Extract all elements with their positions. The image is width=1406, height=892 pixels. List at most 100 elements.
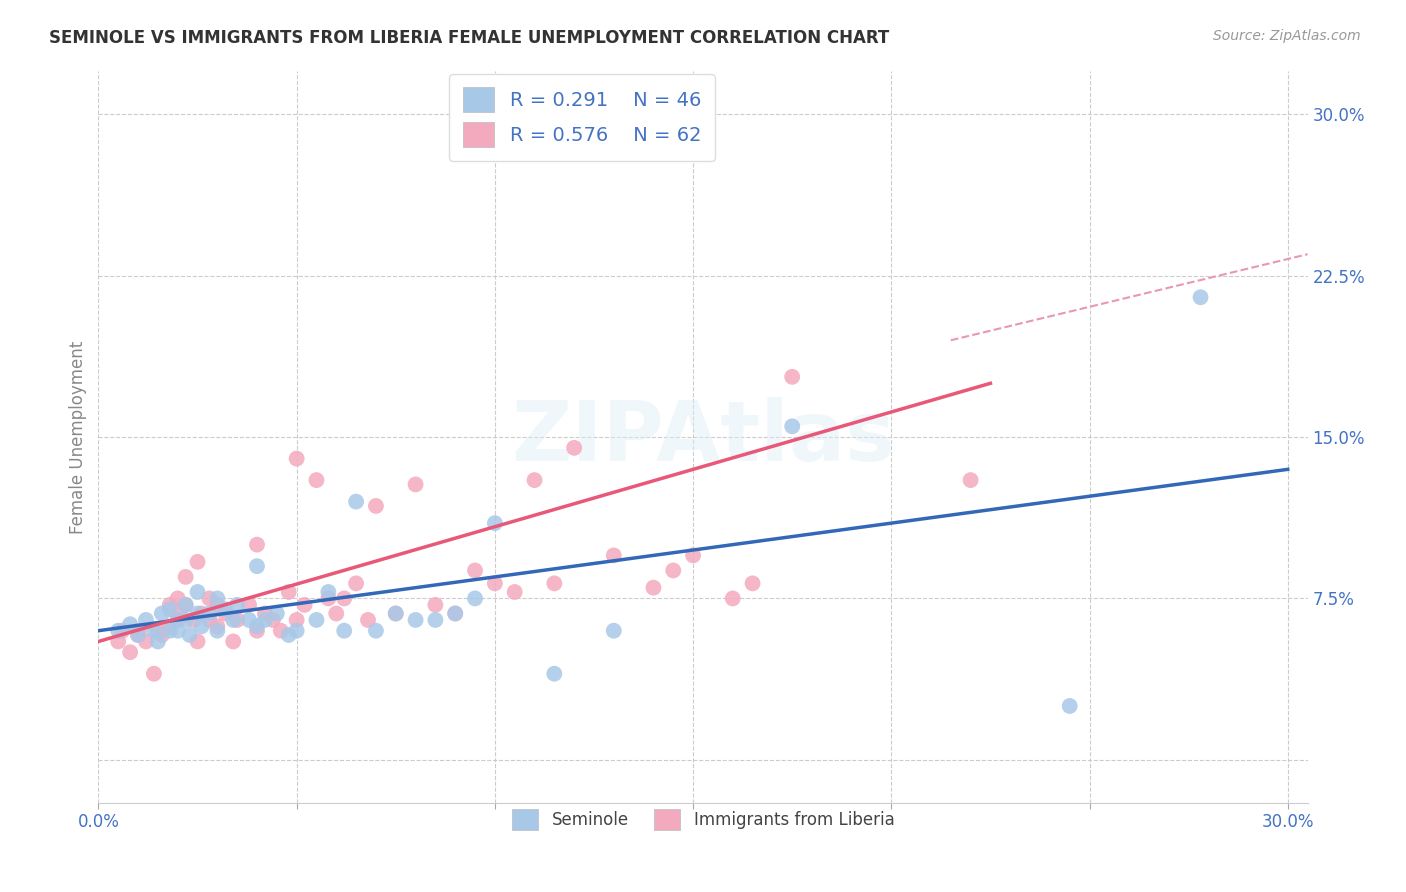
Point bbox=[543, 666, 565, 681]
Point bbox=[318, 585, 340, 599]
Point bbox=[246, 559, 269, 574]
Point bbox=[246, 538, 269, 552]
Point bbox=[364, 499, 387, 513]
Point bbox=[425, 613, 447, 627]
Point bbox=[226, 613, 249, 627]
Point bbox=[159, 598, 181, 612]
Point bbox=[603, 624, 626, 638]
Text: Source: ZipAtlas.com: Source: ZipAtlas.com bbox=[1213, 29, 1361, 43]
Point bbox=[780, 419, 803, 434]
Point bbox=[333, 624, 356, 638]
Point bbox=[127, 628, 149, 642]
Point bbox=[543, 576, 565, 591]
Point bbox=[174, 598, 197, 612]
Point bbox=[186, 555, 208, 569]
Point bbox=[253, 607, 276, 621]
Point bbox=[135, 634, 157, 648]
Point bbox=[150, 628, 173, 642]
Point bbox=[127, 628, 149, 642]
Point bbox=[357, 613, 380, 627]
Point bbox=[959, 473, 981, 487]
Point bbox=[207, 619, 229, 633]
Point bbox=[741, 576, 763, 591]
Text: SEMINOLE VS IMMIGRANTS FROM LIBERIA FEMALE UNEMPLOYMENT CORRELATION CHART: SEMINOLE VS IMMIGRANTS FROM LIBERIA FEMA… bbox=[49, 29, 890, 46]
Point bbox=[135, 613, 157, 627]
Y-axis label: Female Unemployment: Female Unemployment bbox=[69, 341, 87, 533]
Point bbox=[150, 607, 173, 621]
Point bbox=[425, 598, 447, 612]
Point bbox=[305, 613, 328, 627]
Point bbox=[318, 591, 340, 606]
Point bbox=[294, 598, 316, 612]
Point bbox=[174, 598, 197, 612]
Point bbox=[146, 624, 169, 638]
Point bbox=[166, 624, 188, 638]
Point bbox=[142, 624, 165, 638]
Point bbox=[214, 602, 236, 616]
Point bbox=[721, 591, 744, 606]
Point bbox=[107, 634, 129, 648]
Point bbox=[484, 516, 506, 530]
Point bbox=[198, 591, 221, 606]
Point bbox=[246, 624, 269, 638]
Point bbox=[384, 607, 406, 621]
Point bbox=[603, 549, 626, 563]
Point bbox=[186, 585, 208, 599]
Point bbox=[682, 549, 704, 563]
Point bbox=[146, 634, 169, 648]
Legend: Seminole, Immigrants from Liberia: Seminole, Immigrants from Liberia bbox=[503, 800, 903, 838]
Point bbox=[780, 369, 803, 384]
Point bbox=[325, 607, 347, 621]
Point bbox=[214, 607, 236, 621]
Point bbox=[166, 613, 188, 627]
Point bbox=[142, 666, 165, 681]
Text: ZIPAtlas: ZIPAtlas bbox=[510, 397, 896, 477]
Point bbox=[207, 591, 229, 606]
Point bbox=[159, 624, 181, 638]
Point bbox=[405, 477, 427, 491]
Point bbox=[344, 576, 367, 591]
Point bbox=[285, 624, 308, 638]
Point bbox=[444, 607, 467, 621]
Point bbox=[120, 645, 142, 659]
Point bbox=[238, 598, 260, 612]
Point bbox=[523, 473, 546, 487]
Point bbox=[226, 598, 249, 612]
Point bbox=[503, 585, 526, 599]
Point bbox=[111, 624, 134, 638]
Point bbox=[246, 619, 269, 633]
Point bbox=[384, 607, 406, 621]
Point bbox=[127, 624, 149, 638]
Point bbox=[305, 473, 328, 487]
Point bbox=[222, 613, 245, 627]
Point bbox=[179, 628, 201, 642]
Point bbox=[444, 607, 467, 621]
Point bbox=[285, 451, 308, 466]
Point bbox=[186, 607, 208, 621]
Point bbox=[166, 613, 188, 627]
Point bbox=[159, 602, 181, 616]
Point bbox=[562, 441, 585, 455]
Point bbox=[333, 591, 356, 606]
Point bbox=[262, 613, 284, 627]
Point bbox=[364, 624, 387, 638]
Point bbox=[190, 619, 212, 633]
Point bbox=[174, 613, 197, 627]
Point bbox=[464, 591, 486, 606]
Point bbox=[1059, 698, 1081, 713]
Point bbox=[174, 570, 197, 584]
Point bbox=[266, 607, 288, 621]
Point bbox=[277, 585, 299, 599]
Point bbox=[662, 564, 685, 578]
Point bbox=[186, 634, 208, 648]
Point bbox=[285, 613, 308, 627]
Point bbox=[166, 591, 188, 606]
Point bbox=[253, 613, 276, 627]
Point bbox=[270, 624, 292, 638]
Point bbox=[1189, 290, 1212, 304]
Point bbox=[277, 628, 299, 642]
Point bbox=[484, 576, 506, 591]
Point bbox=[198, 607, 221, 621]
Point bbox=[207, 598, 229, 612]
Point bbox=[183, 613, 205, 627]
